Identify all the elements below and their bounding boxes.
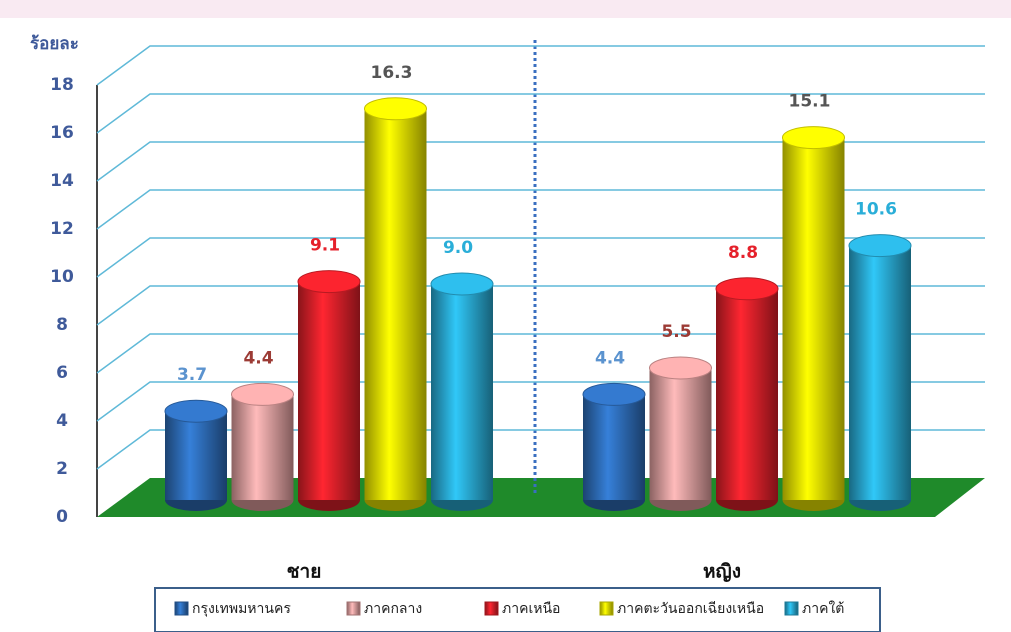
bar [164, 399, 228, 511]
legend-label: ภาคตะวันออกเฉียงเหนือ [617, 601, 764, 617]
bar [364, 97, 427, 511]
y-tick-label: 4 [56, 411, 68, 431]
legend-swatch [784, 601, 799, 616]
grid-line [96, 189, 985, 230]
legend-label: ภาคใต้ [802, 600, 844, 617]
legend-swatch [346, 601, 361, 616]
legend-swatch [599, 601, 614, 616]
y-tick-label: 8 [56, 315, 68, 335]
bar [582, 382, 646, 511]
bar [231, 382, 294, 511]
y-tick-label: 10 [50, 267, 74, 287]
y-tick-label: 2 [56, 459, 68, 479]
legend [154, 587, 881, 632]
bar [782, 126, 845, 511]
data-label: 16.3 [371, 63, 413, 83]
y-tick-label: 0 [56, 507, 68, 527]
legend-swatch [174, 601, 189, 616]
data-label: 4.4 [595, 348, 625, 368]
bar [715, 277, 779, 511]
grid-line [96, 285, 985, 326]
bar [297, 270, 361, 511]
x-tick-label: หญิง [703, 561, 741, 583]
y-tick-label: 18 [50, 75, 74, 95]
grid-line [96, 333, 985, 374]
y-tick-label: 6 [56, 363, 68, 383]
x-tick-label: ชาย [287, 561, 322, 583]
data-label: 4.4 [243, 348, 273, 368]
data-label: 5.5 [661, 322, 691, 342]
y-axis-label: ร้อยละ [30, 34, 79, 54]
data-label: 10.6 [855, 200, 897, 220]
grid-line [96, 45, 985, 86]
data-label: 9.1 [310, 236, 340, 256]
legend-swatch [484, 601, 499, 616]
legend-label: ภาคกลาง [364, 601, 422, 617]
grid-line [96, 237, 985, 278]
data-label: 3.7 [177, 365, 207, 385]
grid-line [96, 141, 985, 182]
data-label: 8.8 [728, 243, 758, 263]
bar [649, 356, 712, 511]
bar [430, 272, 494, 511]
data-label: 15.1 [789, 92, 831, 112]
data-label: 9.0 [443, 238, 473, 258]
y-tick-label: 12 [50, 219, 74, 239]
y-tick-label: 14 [50, 171, 74, 191]
y-tick-label: 16 [50, 123, 74, 143]
legend-label: ภาคเหนือ [502, 601, 560, 617]
grid-line [96, 93, 985, 134]
legend-label: กรุงเทพมหานคร [192, 601, 291, 617]
bar [848, 234, 912, 511]
